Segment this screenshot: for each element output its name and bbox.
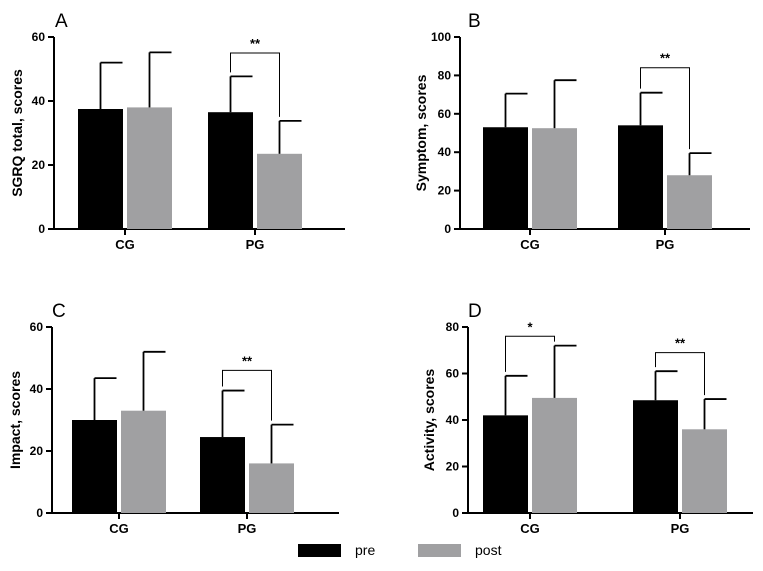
legend-item-pre: pre <box>298 538 375 562</box>
x-tick-label-b-cg: CG <box>520 237 540 252</box>
y-tick-label-c: 40 <box>30 382 44 396</box>
y-axis-label-b: Symptom, scores <box>413 74 429 191</box>
y-tick-label-b: 0 <box>444 222 451 236</box>
x-tick-label-a-cg: CG <box>115 237 135 252</box>
bar-d-pg-post <box>682 429 727 513</box>
legend-label-pre: pre <box>355 542 376 558</box>
legend-item-post: post <box>418 538 501 562</box>
y-tick-label-d: 0 <box>452 506 459 520</box>
y-tick-label-a: 20 <box>32 158 46 172</box>
panel-letter-c: C <box>52 301 66 322</box>
bar-c-pg-pre <box>200 437 245 513</box>
x-tick-label-b-pg: PG <box>656 237 675 252</box>
y-tick-label-c: 20 <box>30 444 44 458</box>
legend-swatch-pre <box>298 543 341 557</box>
y-tick-label-a: 60 <box>32 30 46 44</box>
y-tick-label-c: 0 <box>36 506 43 520</box>
panel-letter-a: A <box>55 11 68 32</box>
y-tick-label-b: 20 <box>438 184 452 198</box>
chart-panel-c: C Impact, scores 0 20 40 60 CG PG ** <box>7 301 339 536</box>
significance-label-d-cg: * <box>527 319 533 334</box>
significance-bracket-d-pg <box>655 352 705 396</box>
x-tick-label-d-cg: CG <box>520 521 540 536</box>
bar-a-cg-post <box>127 107 172 229</box>
significance-bracket-b-pg <box>640 67 690 150</box>
y-tick-label-d: 60 <box>446 367 460 381</box>
bar-b-cg-pre <box>483 127 528 229</box>
significance-label-b-pg: ** <box>660 51 671 66</box>
y-tick-label-b: 40 <box>438 145 452 159</box>
bar-b-pg-pre <box>618 125 663 229</box>
y-tick-label-d: 40 <box>446 413 460 427</box>
y-axis-label-d: Activity, scores <box>421 369 437 472</box>
bar-d-cg-pre <box>483 415 528 513</box>
bar-c-cg-pre <box>72 420 117 513</box>
y-axis-label-c: Impact, scores <box>7 371 23 469</box>
x-tick-label-c-cg: CG <box>109 521 129 536</box>
significance-label-c-pg: ** <box>242 353 253 368</box>
y-tick-label-d: 20 <box>446 460 460 474</box>
bar-c-pg-post <box>249 463 294 513</box>
y-tick-label-b: 100 <box>431 30 451 44</box>
bar-a-cg-pre <box>78 109 123 229</box>
legend-label-post: post <box>475 542 502 558</box>
chart-panel-b: B Symptom, scores 0 20 40 60 80 100 CG PG ** <box>413 11 750 252</box>
bar-c-cg-post <box>121 410 166 513</box>
y-tick-label-c: 60 <box>30 320 44 334</box>
panel-letter-b: B <box>468 11 481 32</box>
y-tick-label-b: 80 <box>438 68 452 82</box>
y-tick-label-a: 0 <box>38 222 45 236</box>
bar-a-pg-post <box>257 153 302 229</box>
bar-b-pg-post <box>667 175 712 229</box>
bar-b-cg-post <box>532 128 577 229</box>
significance-label-a-pg: ** <box>250 36 261 51</box>
significance-label-d-pg: ** <box>675 336 686 351</box>
significance-bracket-c-pg <box>222 369 272 421</box>
bar-d-cg-post <box>532 397 577 513</box>
y-tick-label-b: 60 <box>438 107 452 121</box>
significance-bracket-d-cg <box>505 335 555 372</box>
significance-bracket-a-pg <box>230 52 280 117</box>
x-tick-label-d-pg: PG <box>671 521 690 536</box>
legend: pre post <box>0 538 763 562</box>
y-axis-label-a: SGRQ total, scores <box>9 69 25 197</box>
y-tick-label-a: 40 <box>32 94 46 108</box>
y-tick-label-d: 80 <box>446 320 460 334</box>
legend-swatch-post <box>418 543 461 557</box>
bar-d-pg-pre <box>633 400 678 513</box>
chart-panel-a: A SGRQ total, scores 0 20 40 60 CG PG ** <box>9 11 345 252</box>
x-tick-label-c-pg: PG <box>238 521 257 536</box>
x-tick-label-a-pg: PG <box>246 237 265 252</box>
panel-letter-d: D <box>468 301 482 322</box>
bar-a-pg-pre <box>208 112 253 229</box>
